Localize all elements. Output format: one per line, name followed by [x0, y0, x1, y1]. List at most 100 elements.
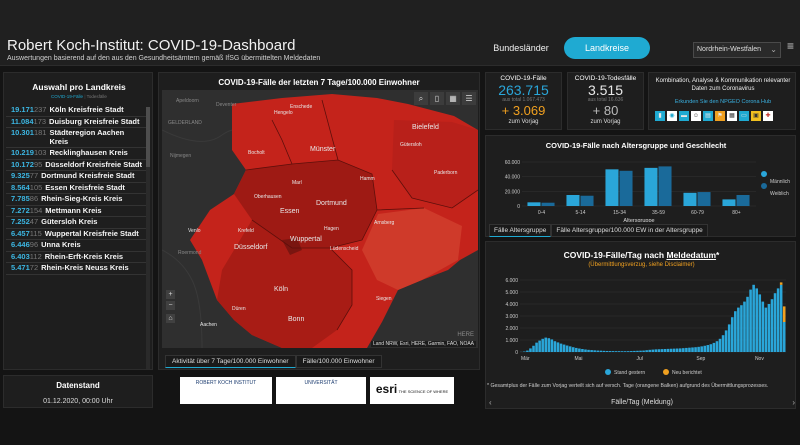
- tab-faelle-100000[interactable]: Fälle/100.000 Einwohner: [295, 355, 382, 368]
- age-chart[interactable]: 0 20.000 40.000 60.000 0-4 5-14 15-34 35-59 60-7…: [486, 152, 797, 222]
- legend-list-icon[interactable]: ☰: [462, 92, 476, 105]
- x-tick-label: 5-14: [575, 210, 585, 216]
- landkreis-name: Mettmann Kreis: [45, 205, 102, 215]
- hamburger-menu-icon[interactable]: ≡: [787, 39, 795, 53]
- tab-todesfaelle[interactable]: Todesfälle: [86, 94, 107, 99]
- nav-landkreise-button[interactable]: Landkreise: [564, 37, 650, 59]
- landkreis-name: Rhein-Sieg-Kreis Kreis: [41, 194, 123, 203]
- list-item[interactable]: 6.446 96 Unna Kreis: [6, 240, 146, 252]
- nav-bundeslaender-button[interactable]: Bundesländer: [488, 40, 554, 56]
- death-count: 77: [29, 171, 39, 180]
- bar: [703, 345, 707, 352]
- tab-faelle-altersgruppe[interactable]: Fälle Altersgruppe: [489, 224, 552, 237]
- list-item[interactable]: 5.471 72 Rhein-Kreis Neuss Kreis: [6, 263, 146, 275]
- bookmark-icon[interactable]: ▯: [430, 92, 444, 105]
- chart-icon[interactable]: ▮: [655, 111, 665, 121]
- chevron-left-icon[interactable]: ‹: [489, 398, 492, 407]
- bar: [697, 346, 700, 352]
- building-icon[interactable]: ▤: [703, 111, 713, 121]
- list-item[interactable]: 9.325 77 Dortmund Kreisfreie Stadt: [6, 171, 146, 183]
- y-tick-label: 6.000: [505, 278, 518, 284]
- map-watermark: HERE: [457, 332, 474, 338]
- city-label: Düsseldorf: [234, 244, 268, 251]
- landkreis-list-title: Auswahl pro Landkreis: [32, 82, 126, 92]
- chevron-right-icon[interactable]: ›: [792, 398, 795, 407]
- map-pin-icon[interactable]: ◉: [667, 111, 677, 121]
- list-item[interactable]: 7.272 154 Mettmann Kreis: [6, 205, 146, 217]
- document-icon[interactable]: ▭: [739, 111, 749, 121]
- list-item[interactable]: 6.457 115 Wuppertal Kreisfreie Stadt: [6, 229, 146, 240]
- bar: [672, 348, 676, 352]
- list-item[interactable]: 10.172 95 Düsseldorf Kreisfreie Stadt: [6, 160, 146, 171]
- epi-title-suffix: *: [716, 250, 720, 260]
- epi-chart[interactable]: 0 1.000 2.000 3.000 4.000 5.000 6.000 Mär Mai Jul…: [486, 274, 797, 384]
- bar: [767, 304, 771, 352]
- choropleth-map[interactable]: [162, 90, 478, 348]
- bar: [675, 348, 679, 352]
- landkreis-name: Gütersloh Kreis: [41, 217, 98, 226]
- y-tick-label: 1.000: [505, 338, 518, 344]
- state-select[interactable]: Nordrhein-Westfalen ⌄: [693, 42, 781, 58]
- x-tick-label: Nov: [755, 356, 764, 362]
- person-icon[interactable]: ☺: [691, 111, 701, 121]
- city-label: GELDERLAND: [168, 120, 202, 126]
- bar: [721, 335, 725, 352]
- tab-covid-faelle[interactable]: COVID-19-Fälle: [51, 94, 84, 99]
- bar: [694, 347, 697, 352]
- home-icon[interactable]: ⌂: [166, 314, 175, 323]
- scrollbar-thumb[interactable]: [146, 107, 150, 167]
- x-tick-label: 60-79: [691, 210, 704, 216]
- y-tick-label: 0: [515, 350, 518, 356]
- flag-icon[interactable]: ⚑: [715, 111, 725, 121]
- region-sauerland[interactable]: [362, 208, 462, 290]
- bar: [727, 324, 731, 352]
- death-count: 72: [29, 263, 39, 272]
- zoom-out-icon[interactable]: −: [166, 301, 175, 310]
- bar: [559, 343, 563, 352]
- bar: [580, 195, 594, 206]
- city-label: Essen: [280, 208, 300, 215]
- list-item[interactable]: 11.084 173 Duisburg Kreisfreie Stadt: [6, 117, 146, 128]
- university-logo[interactable]: UNIVERSITÄT: [276, 377, 366, 404]
- case-count: 9.325: [11, 171, 30, 180]
- rki-logo[interactable]: ROBERT KOCH INSTITUT: [180, 377, 272, 404]
- list-item[interactable]: 6.403 112 Rhein-Erft-Kreis Kreis: [6, 252, 146, 263]
- meldedatum-link[interactable]: Meldedatum: [666, 250, 717, 260]
- bar: [599, 350, 603, 352]
- region-rhineland[interactable]: [217, 220, 352, 348]
- npgeo-hub-link[interactable]: Erkunden Sie den NPGEO Corona Hub: [674, 99, 772, 105]
- datenstand-label: Datenstand: [56, 381, 100, 390]
- y-tick-label: 20.000: [505, 189, 521, 195]
- bus-icon[interactable]: ▣: [751, 111, 761, 121]
- hospital-icon[interactable]: ✚: [763, 111, 773, 121]
- region-ruhr[interactable]: [234, 160, 377, 248]
- list-item[interactable]: 8.564 105 Essen Kreisfreie Stadt: [6, 183, 146, 194]
- state-select-value: Nordrhein-Westfalen: [697, 46, 762, 53]
- x-tick-label: Sep: [696, 356, 705, 362]
- city-label: Paderborn: [434, 170, 458, 176]
- esri-logo[interactable]: esri THE SCIENCE OF WHERE: [370, 377, 454, 404]
- city-label: Bocholt: [248, 150, 265, 156]
- tab-faelle-altersgruppe-100000[interactable]: Fälle Altersgruppe/100.000 EW in der Alt…: [551, 224, 708, 237]
- esri-logo-text: esri: [375, 382, 398, 396]
- list-item[interactable]: 7.785 86 Rhein-Sieg-Kreis Kreis: [6, 194, 146, 206]
- bar: [630, 351, 633, 352]
- region-owl[interactable]: [392, 120, 478, 208]
- list-scrollbar[interactable]: [146, 107, 150, 369]
- map-view[interactable]: Apeldoorn Deventer Enschede Hengelo GELD…: [162, 90, 478, 348]
- bar: [700, 346, 703, 352]
- basemap-gallery-icon[interactable]: ▦: [446, 92, 460, 105]
- grid-icon[interactable]: ▦: [727, 111, 737, 121]
- tab-aktivitaet-7-tage[interactable]: Aktivität über 7 Tage/100.000 Einwohner: [165, 355, 296, 368]
- list-item[interactable]: 19.171 237 Köln Kreisfreie Stadt: [6, 105, 146, 117]
- bar: [730, 317, 734, 352]
- list-item[interactable]: 7.252 47 Gütersloh Kreis: [6, 217, 146, 229]
- age-chart-tabs: Fälle Altersgruppe Fälle Altersgruppe/10…: [489, 224, 708, 237]
- list-item[interactable]: 10.301 181 Städteregion Aachen Kreis: [6, 128, 146, 148]
- region-wuppertal[interactable]: [282, 238, 302, 255]
- search-icon[interactable]: ⌕: [414, 92, 428, 105]
- list-item[interactable]: 10.219 103 Recklinghausen Kreis: [6, 148, 146, 160]
- zoom-in-icon[interactable]: +: [166, 290, 175, 299]
- bar: [636, 350, 639, 352]
- car-icon[interactable]: ▬: [679, 111, 689, 121]
